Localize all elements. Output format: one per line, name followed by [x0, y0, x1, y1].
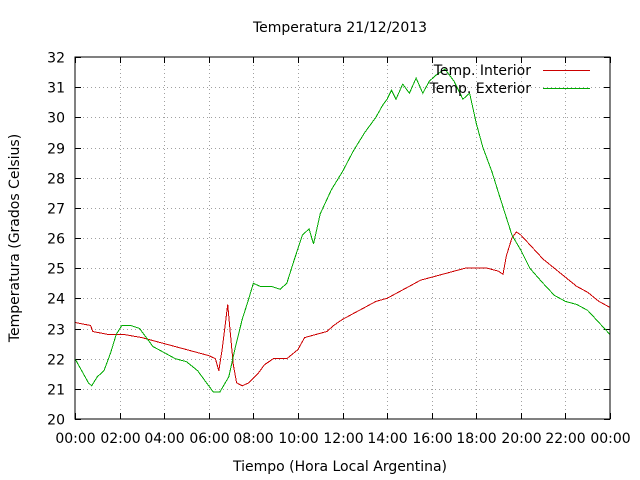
axis-ticks: 20 21 22 23 24 25 26 27 28 29 30 31 32 00:00 02:00 04:0…: [47, 51, 631, 448]
y-tick-label: 28: [47, 172, 65, 188]
y-tick-label: 25: [47, 262, 65, 278]
y-tick-label: 27: [47, 202, 65, 218]
x-tick-label: 12:00: [323, 431, 363, 447]
x-tick-label: 02:00: [100, 431, 140, 447]
x-tick-label: 00:00: [590, 431, 630, 447]
series-line-exterior: [74, 68, 611, 393]
legend-label: Temp. Interior: [433, 63, 532, 79]
y-tick-label: 31: [47, 81, 65, 97]
y-tick-label: 24: [47, 292, 65, 308]
legend: Temp. Interior Temp. Exterior: [429, 63, 590, 97]
y-axis-label: Temperatura (Grados Celsius): [7, 134, 23, 343]
y-tick-label: 32: [47, 51, 65, 67]
y-tick-label: 22: [47, 353, 65, 369]
grid: [75, 57, 610, 419]
x-tick-label: 06:00: [189, 431, 229, 447]
y-tick-label: 20: [47, 413, 65, 429]
y-tick-label: 21: [47, 383, 65, 399]
x-axis-label: Tiempo (Hora Local Argentina): [232, 459, 447, 475]
x-tick-label: 20:00: [501, 431, 541, 447]
x-tick-label: 16:00: [412, 431, 452, 447]
y-tick-label: 26: [47, 232, 65, 248]
x-tick-label: 00:00: [55, 431, 95, 447]
x-tick-label: 08:00: [233, 431, 273, 447]
x-tick-label: 18:00: [456, 431, 496, 447]
chart-title: Temperatura 21/12/2013: [252, 20, 427, 36]
legend-label: Temp. Exterior: [429, 81, 532, 97]
y-tick-label: 23: [47, 323, 65, 339]
series-group: [74, 68, 611, 393]
series-line-interior: [74, 231, 611, 387]
x-tick-label: 10:00: [278, 431, 318, 447]
x-tick-label: 22:00: [545, 431, 585, 447]
y-tick-label: 30: [47, 111, 65, 127]
y-tick-label: 29: [47, 142, 65, 158]
x-tick-label: 14:00: [367, 431, 407, 447]
x-tick-label: 04:00: [144, 431, 184, 447]
plot-frame: [74, 56, 611, 420]
